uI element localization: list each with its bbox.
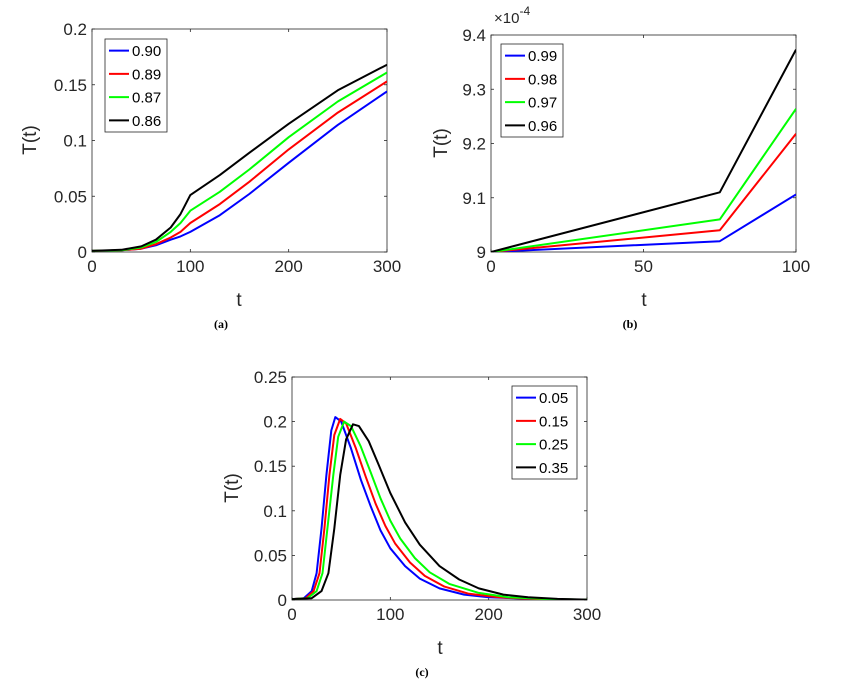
y-tick-label: 0.05 bbox=[254, 546, 287, 565]
legend-label: 0.86 bbox=[132, 113, 161, 130]
y-tick-label: 0 bbox=[78, 243, 87, 262]
x-tick-label: 300 bbox=[373, 257, 401, 276]
series-line-0.35 bbox=[292, 423, 587, 600]
legend-label: 0.35 bbox=[539, 460, 568, 477]
y-exponent-power: -4 bbox=[519, 4, 530, 18]
caption-b: (b) bbox=[623, 317, 638, 331]
panel-b: T(t) t (b) ×10-4 0 50 100 9 9.1 9.2 9.3 9.4 0.99… bbox=[431, 4, 810, 331]
y-tick-label: 9.1 bbox=[462, 189, 486, 208]
y-tick-label: 0.1 bbox=[63, 132, 87, 151]
x-tick-label: 100 bbox=[376, 605, 404, 624]
legend-box bbox=[500, 43, 564, 138]
y-tick-label: 9.4 bbox=[462, 26, 486, 45]
y-tick-label: 0.25 bbox=[254, 368, 287, 387]
series-line-0.15 bbox=[292, 417, 587, 600]
y-tick-label: 0 bbox=[278, 591, 287, 610]
ylabel-b: T(t) bbox=[431, 128, 452, 158]
legend-box bbox=[104, 38, 168, 133]
x-tick-label: 100 bbox=[782, 257, 810, 276]
ylabel-c: T(t) bbox=[222, 473, 243, 503]
x-tick-label: 200 bbox=[474, 605, 502, 624]
panel-c: T(t) t (c) 0 100 200 300 0 0.05 0.1 0.15 0.2 0.25… bbox=[222, 368, 601, 679]
x-tick-label: 50 bbox=[634, 257, 653, 276]
legend-label: 0.89 bbox=[132, 66, 161, 83]
y-tick-label: 0.15 bbox=[254, 457, 287, 476]
y-tick-label: 0.2 bbox=[263, 413, 287, 432]
y-tick-label: 9.2 bbox=[462, 135, 486, 154]
series-line-0.25 bbox=[292, 420, 587, 600]
x-tick-label: 0 bbox=[87, 257, 96, 276]
series-line-0.99 bbox=[491, 193, 796, 252]
y-tick-label: 9 bbox=[477, 243, 486, 262]
legend-label: 0.99 bbox=[528, 48, 557, 65]
caption-c: (c) bbox=[415, 665, 428, 679]
legend-label: 0.96 bbox=[528, 118, 557, 135]
x-tick-label: 0 bbox=[287, 605, 296, 624]
y-tick-label: 0.1 bbox=[263, 502, 287, 521]
y-exponent-base: ×10 bbox=[494, 10, 519, 27]
x-tick-label: 0 bbox=[486, 257, 495, 276]
legend-label: 0.98 bbox=[528, 71, 557, 88]
axes-box bbox=[291, 376, 588, 601]
xlabel-b: t bbox=[641, 290, 647, 311]
legend-label: 0.97 bbox=[528, 95, 557, 112]
series-line-0.97 bbox=[491, 108, 796, 252]
legend-label: 0.90 bbox=[132, 43, 161, 60]
y-tick-label: 9.3 bbox=[462, 80, 486, 99]
xlabel-c: t bbox=[437, 638, 443, 659]
series-line-0.96 bbox=[491, 49, 796, 252]
series-line-0.86 bbox=[92, 63, 387, 252]
series-line-0.05 bbox=[292, 416, 587, 600]
caption-a: (a) bbox=[214, 317, 228, 331]
x-tick-label: 300 bbox=[573, 605, 601, 624]
y-tick-label: 0.15 bbox=[54, 76, 87, 95]
xlabel-a: t bbox=[236, 290, 242, 311]
legend-label: 0.05 bbox=[539, 390, 568, 407]
legend-box bbox=[511, 385, 578, 480]
legend-label: 0.25 bbox=[539, 437, 568, 454]
y-tick-label: 0.2 bbox=[63, 20, 87, 39]
panel-a: T(t) t (a) 0 100 200 300 0 0.05 0.1 0.15 0.2 0.90… bbox=[20, 20, 401, 331]
series-line-0.98 bbox=[491, 133, 796, 252]
y-tick-label: 0.05 bbox=[54, 187, 87, 206]
legend-label: 0.15 bbox=[539, 413, 568, 430]
ylabel-a: T(t) bbox=[20, 125, 41, 155]
x-tick-label: 100 bbox=[176, 257, 204, 276]
x-tick-label: 200 bbox=[274, 257, 302, 276]
y-exponent-b: ×10-4 bbox=[494, 4, 530, 27]
legend-label: 0.87 bbox=[132, 90, 161, 107]
